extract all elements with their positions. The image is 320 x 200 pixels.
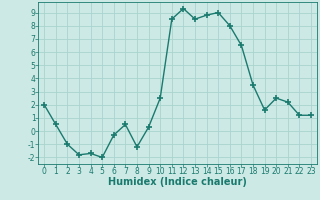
X-axis label: Humidex (Indice chaleur): Humidex (Indice chaleur) [108, 177, 247, 187]
